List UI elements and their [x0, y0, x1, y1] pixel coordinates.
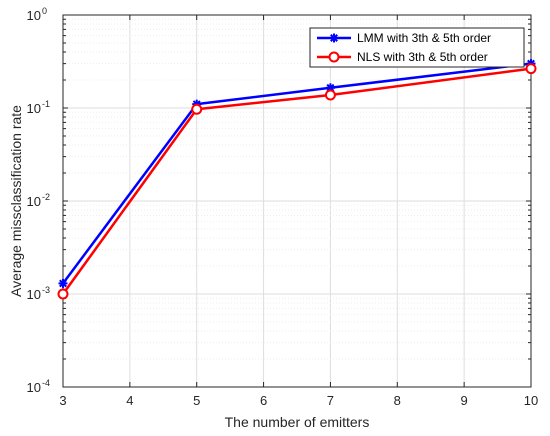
x-tick-label: 10	[524, 393, 538, 408]
data-point	[191, 103, 203, 115]
y-tick-label: 10	[27, 194, 41, 209]
y-tick-label: 10	[27, 8, 41, 23]
data-point	[525, 63, 537, 75]
y-tick-exponent: -3	[42, 285, 50, 295]
legend-box	[309, 27, 525, 68]
y-axis-label: Average missclassification rate	[8, 105, 24, 297]
series-line-1	[61, 67, 532, 295]
x-axis-label: The number of emitters	[225, 414, 370, 430]
x-tick-labels: 3 4 5 6 7 8 9 10	[59, 393, 538, 408]
data-point	[58, 278, 68, 288]
series-line-0	[61, 62, 532, 285]
x-tick-label: 7	[327, 393, 334, 408]
asterisk-stroke	[59, 279, 67, 288]
x-tick-label: 8	[394, 393, 401, 408]
x-tick-label: 9	[461, 393, 468, 408]
data-point	[324, 89, 336, 101]
y-tick-exponent: -4	[42, 378, 50, 388]
y-tick-exponent: -1	[42, 99, 50, 109]
asterisk-stroke	[330, 34, 338, 42]
x-tick-label: 6	[260, 393, 267, 408]
y-tick-label: 10	[27, 101, 41, 116]
axis-ticks	[62, 14, 532, 388]
data-point	[57, 288, 69, 300]
legend-marker	[329, 33, 339, 43]
y-tick-exponent: -2	[42, 192, 50, 202]
legend-marker-nls	[328, 51, 340, 63]
y-tick-label: 10	[27, 380, 41, 395]
legend-label-lmm: LMM with 3th & 5th order	[357, 31, 491, 45]
x-tick-label: 3	[59, 393, 66, 408]
y-tick-exponent: 0	[42, 6, 47, 16]
series-group	[57, 59, 537, 300]
legend: LMM with 3th & 5th order NLS with 3th & …	[309, 27, 525, 68]
x-tick-label: 5	[193, 393, 200, 408]
legend-label-nls: NLS with 3th & 5th order	[357, 50, 488, 64]
legend-marker	[328, 51, 340, 63]
legend-marker-lmm	[329, 33, 339, 43]
y-tick-label: 10	[27, 287, 41, 302]
x-tick-label: 4	[126, 393, 133, 408]
